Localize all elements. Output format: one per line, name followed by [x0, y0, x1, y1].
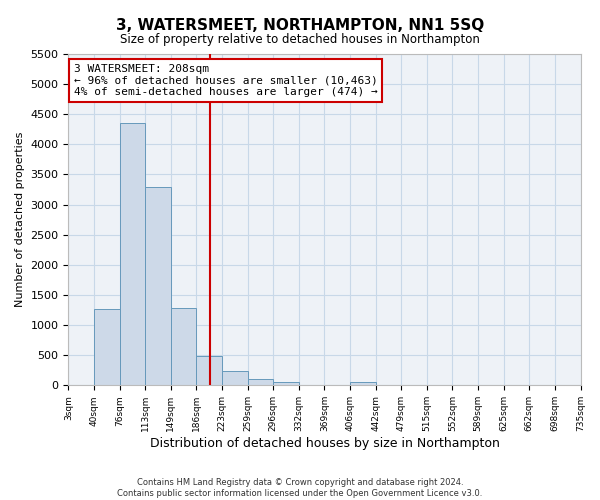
Bar: [196, 356, 222, 386]
Bar: [273, 382, 299, 386]
Text: Contains HM Land Registry data © Crown copyright and database right 2024.
Contai: Contains HM Land Registry data © Crown c…: [118, 478, 482, 498]
Text: Size of property relative to detached houses in Northampton: Size of property relative to detached ho…: [120, 32, 480, 46]
Bar: [222, 372, 248, 386]
Text: 3 WATERSMEET: 208sqm
← 96% of detached houses are smaller (10,463)
4% of semi-de: 3 WATERSMEET: 208sqm ← 96% of detached h…: [74, 64, 377, 97]
Bar: [94, 310, 119, 386]
Text: 3, WATERSMEET, NORTHAMPTON, NN1 5SQ: 3, WATERSMEET, NORTHAMPTON, NN1 5SQ: [116, 18, 484, 32]
Bar: [145, 186, 171, 386]
Bar: [119, 124, 145, 386]
Y-axis label: Number of detached properties: Number of detached properties: [15, 132, 25, 308]
X-axis label: Distribution of detached houses by size in Northampton: Distribution of detached houses by size …: [149, 437, 499, 450]
Bar: [248, 380, 273, 386]
Bar: [171, 308, 196, 386]
Bar: [350, 382, 376, 386]
